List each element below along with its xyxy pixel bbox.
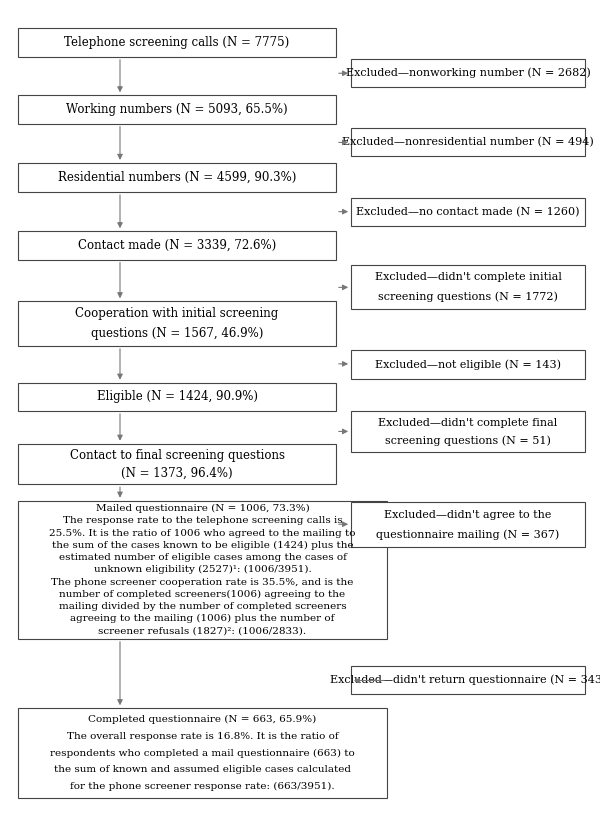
FancyBboxPatch shape bbox=[18, 708, 387, 798]
Text: Excluded—didn't complete final: Excluded—didn't complete final bbox=[379, 418, 557, 427]
Text: agreeing to the mailing (1006) plus the number of: agreeing to the mailing (1006) plus the … bbox=[70, 615, 335, 624]
Text: Excluded—didn't complete initial: Excluded—didn't complete initial bbox=[374, 272, 562, 282]
Text: Completed questionnaire (N = 663, 65.9%): Completed questionnaire (N = 663, 65.9%) bbox=[88, 715, 317, 724]
Text: estimated number of eligible cases among the cases of: estimated number of eligible cases among… bbox=[59, 553, 346, 562]
FancyBboxPatch shape bbox=[351, 666, 585, 694]
Text: Excluded—no contact made (N = 1260): Excluded—no contact made (N = 1260) bbox=[356, 207, 580, 217]
FancyBboxPatch shape bbox=[351, 59, 585, 87]
Text: Cooperation with initial screening: Cooperation with initial screening bbox=[76, 308, 278, 321]
Text: Excluded—nonresidential number (N = 494): Excluded—nonresidential number (N = 494) bbox=[342, 137, 594, 147]
FancyBboxPatch shape bbox=[18, 28, 336, 57]
Text: questionnaire mailing (N = 367): questionnaire mailing (N = 367) bbox=[376, 529, 560, 540]
Text: screening questions (N = 1772): screening questions (N = 1772) bbox=[378, 291, 558, 302]
Text: screener refusals (1827)²: (1006/2833).: screener refusals (1827)²: (1006/2833). bbox=[98, 627, 307, 636]
FancyBboxPatch shape bbox=[18, 501, 387, 639]
Text: Telephone screening calls (N = 7775): Telephone screening calls (N = 7775) bbox=[64, 37, 290, 49]
Text: (N = 1373, 96.4%): (N = 1373, 96.4%) bbox=[121, 466, 233, 479]
FancyBboxPatch shape bbox=[351, 128, 585, 156]
Text: Contact to final screening questions: Contact to final screening questions bbox=[70, 449, 284, 462]
Text: The response rate to the telephone screening calls is: The response rate to the telephone scree… bbox=[62, 516, 343, 525]
Text: questions (N = 1567, 46.9%): questions (N = 1567, 46.9%) bbox=[91, 326, 263, 339]
Text: respondents who completed a mail questionnaire (663) to: respondents who completed a mail questio… bbox=[50, 748, 355, 758]
FancyBboxPatch shape bbox=[351, 502, 585, 547]
Text: The overall response rate is 16.8%. It is the ratio of: The overall response rate is 16.8%. It i… bbox=[67, 732, 338, 741]
Text: 25.5%. It is the ratio of 1006 who agreed to the mailing to: 25.5%. It is the ratio of 1006 who agree… bbox=[49, 528, 356, 537]
FancyBboxPatch shape bbox=[18, 95, 336, 124]
Text: Excluded—didn't agree to the: Excluded—didn't agree to the bbox=[385, 510, 551, 520]
Text: Excluded—nonworking number (N = 2682): Excluded—nonworking number (N = 2682) bbox=[346, 68, 590, 78]
FancyBboxPatch shape bbox=[18, 231, 336, 260]
FancyBboxPatch shape bbox=[351, 350, 585, 379]
Text: screening questions (N = 51): screening questions (N = 51) bbox=[385, 435, 551, 445]
Text: Eligible (N = 1424, 90.9%): Eligible (N = 1424, 90.9%) bbox=[97, 391, 257, 403]
Text: for the phone screener response rate: (663/3951).: for the phone screener response rate: (6… bbox=[70, 782, 335, 791]
Text: unknown eligibility (2527)¹: (1006/3951).: unknown eligibility (2527)¹: (1006/3951)… bbox=[94, 565, 311, 575]
Text: the sum of the cases known to be eligible (1424) plus the: the sum of the cases known to be eligibl… bbox=[52, 540, 353, 550]
Text: Mailed questionnaire (N = 1006, 73.3%): Mailed questionnaire (N = 1006, 73.3%) bbox=[95, 504, 310, 513]
Text: Contact made (N = 3339, 72.6%): Contact made (N = 3339, 72.6%) bbox=[78, 239, 276, 252]
Text: Working numbers (N = 5093, 65.5%): Working numbers (N = 5093, 65.5%) bbox=[66, 103, 288, 116]
Text: mailing divided by the number of completed screeners: mailing divided by the number of complet… bbox=[59, 602, 346, 611]
FancyBboxPatch shape bbox=[18, 383, 336, 411]
Text: The phone screener cooperation rate is 35.5%, and is the: The phone screener cooperation rate is 3… bbox=[52, 578, 353, 587]
Text: Excluded—not eligible (N = 143): Excluded—not eligible (N = 143) bbox=[375, 359, 561, 370]
Text: Excluded—didn't return questionnaire (N = 343): Excluded—didn't return questionnaire (N … bbox=[330, 675, 600, 685]
FancyBboxPatch shape bbox=[351, 198, 585, 226]
FancyBboxPatch shape bbox=[18, 163, 336, 192]
Text: number of completed screeners(1006) agreeing to the: number of completed screeners(1006) agre… bbox=[59, 589, 346, 599]
Text: the sum of known and assumed eligible cases calculated: the sum of known and assumed eligible ca… bbox=[54, 765, 351, 774]
FancyBboxPatch shape bbox=[351, 411, 585, 452]
FancyBboxPatch shape bbox=[18, 301, 336, 346]
Text: Residential numbers (N = 4599, 90.3%): Residential numbers (N = 4599, 90.3%) bbox=[58, 171, 296, 184]
FancyBboxPatch shape bbox=[351, 265, 585, 309]
FancyBboxPatch shape bbox=[18, 444, 336, 484]
